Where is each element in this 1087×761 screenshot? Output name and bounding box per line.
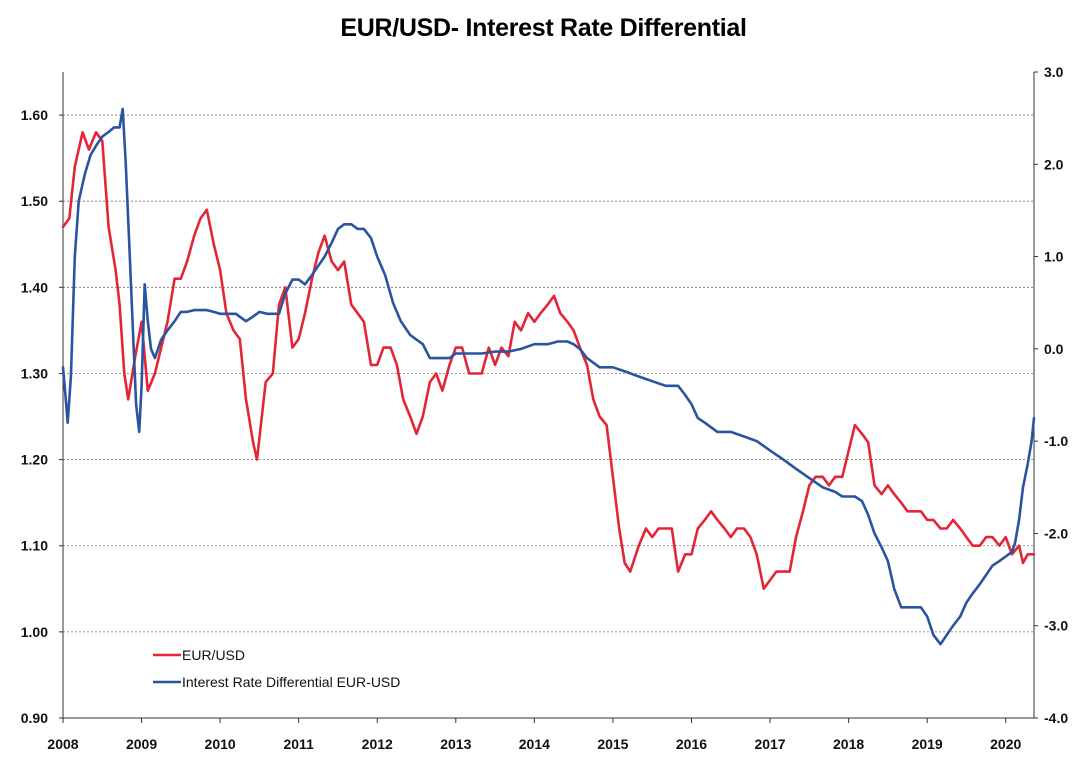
series-line-eur-usd	[61, 131, 1036, 591]
y-right-tick-label: -2.0	[1044, 525, 1068, 541]
y-left-tick-label: 1.00	[21, 624, 48, 640]
y-left-tick-label: 0.90	[21, 710, 48, 726]
x-tick-label: 2013	[440, 736, 471, 752]
y-left-tick-label: 1.20	[21, 452, 48, 468]
series-lines	[61, 107, 1036, 646]
x-tick-label: 2018	[833, 736, 864, 752]
tick-labels: 0.90 1.00 1.10 1.20 1.30 1.40 1.50 1.60 -4.0 -3.0…	[21, 64, 1069, 752]
x-tick-label: 2010	[205, 736, 236, 752]
y-left-tick-label: 1.40	[21, 279, 48, 295]
x-tick-label: 2014	[519, 736, 550, 752]
y-right-tick-label: -3.0	[1044, 618, 1068, 634]
y-right-tick-label: 3.0	[1044, 64, 1064, 80]
x-tick-label: 2012	[362, 736, 393, 752]
x-tick-label: 2016	[676, 736, 707, 752]
y-left-tick-label: 1.50	[21, 193, 48, 209]
gridlines	[63, 114, 1034, 633]
series-line-interest-rate-differential	[61, 107, 1036, 646]
x-tick-label: 2008	[47, 736, 78, 752]
y-right-tick-label: -1.0	[1044, 433, 1068, 449]
chart-title: EUR/USD- Interest Rate Differential	[340, 14, 747, 42]
legend-label: Interest Rate Differential EUR-USD	[182, 674, 400, 690]
y-left-tick-label: 1.30	[21, 365, 48, 381]
x-tick-label: 2011	[283, 736, 314, 752]
y-left-tick-label: 1.60	[21, 107, 48, 123]
y-right-tick-label: 1.0	[1044, 249, 1064, 265]
legend: EUR/USD Interest Rate Differential EUR-US…	[153, 647, 400, 690]
x-tick-label: 2015	[597, 736, 628, 752]
legend-label: EUR/USD	[182, 647, 245, 663]
axes	[59, 71, 1038, 723]
y-left-tick-label: 1.10	[21, 538, 48, 554]
x-tick-label: 2019	[912, 736, 943, 752]
x-tick-label: 2020	[990, 736, 1021, 752]
y-right-tick-label: -4.0	[1044, 710, 1068, 726]
y-right-tick-label: 2.0	[1044, 156, 1064, 172]
x-tick-label: 2009	[126, 736, 157, 752]
y-right-tick-label: 0.0	[1044, 341, 1064, 357]
x-tick-label: 2017	[754, 736, 785, 752]
